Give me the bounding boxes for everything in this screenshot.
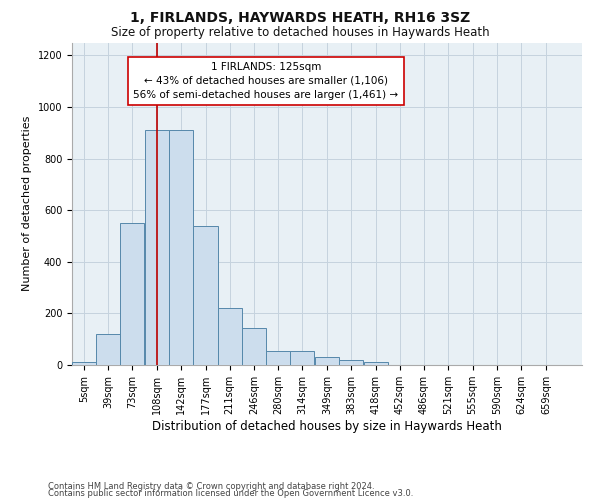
Text: Contains public sector information licensed under the Open Government Licence v3: Contains public sector information licen… [48,490,413,498]
Text: 1, FIRLANDS, HAYWARDS HEATH, RH16 3SZ: 1, FIRLANDS, HAYWARDS HEATH, RH16 3SZ [130,11,470,25]
Bar [96,334,120,365]
Bar [145,130,169,365]
Bar [290,351,314,365]
Bar [169,130,193,365]
Bar [218,308,242,365]
Bar [193,226,218,365]
Bar [72,362,96,365]
Bar [242,328,266,365]
Bar [266,351,290,365]
Bar [120,223,144,365]
Bar [364,362,388,365]
Text: 1 FIRLANDS: 125sqm
← 43% of detached houses are smaller (1,106)
56% of semi-deta: 1 FIRLANDS: 125sqm ← 43% of detached hou… [133,62,398,100]
Text: Size of property relative to detached houses in Haywards Heath: Size of property relative to detached ho… [110,26,490,39]
Bar [339,360,363,365]
Bar [315,358,339,365]
X-axis label: Distribution of detached houses by size in Haywards Heath: Distribution of detached houses by size … [152,420,502,433]
Y-axis label: Number of detached properties: Number of detached properties [22,116,32,292]
Text: Contains HM Land Registry data © Crown copyright and database right 2024.: Contains HM Land Registry data © Crown c… [48,482,374,491]
